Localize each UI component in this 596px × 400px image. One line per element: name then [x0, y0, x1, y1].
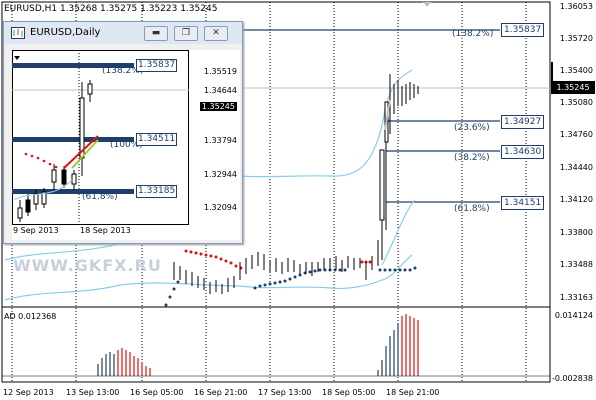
window-titlebar[interactable]: EURUSD,Daily ▬ ❐ ✕ — [4, 22, 242, 44]
inset-date-label: 18 Sep 2013 — [80, 226, 131, 235]
ad-histogram-red — [117, 314, 419, 376]
fibo-price-box[interactable]: 1.34927 — [501, 115, 545, 129]
fibo-pct-label: (138.2%) — [452, 29, 494, 39]
date-axis-label: 17 Sep 13:00 — [258, 388, 312, 397]
date-axis-label: 13 Sep 13:00 — [66, 388, 120, 397]
fibo-price-box[interactable]: 1.34630 — [501, 145, 545, 159]
price-axis-label: 1.33800 — [559, 228, 593, 237]
inset-fibo-box[interactable]: 1.35837 — [136, 59, 178, 72]
inset-current-price: 1.35245 — [199, 102, 237, 111]
ad-scale-bottom: -0.002838 — [551, 374, 593, 383]
fibo-pct-label: (23.6%) — [454, 123, 490, 133]
minimize-button[interactable]: ▬ — [144, 26, 168, 41]
inset-price-label: 1.32094 — [203, 203, 237, 212]
ad-indicator-label: AD 0.012368 — [4, 312, 57, 321]
inset-chart-window[interactable]: EURUSD,Daily ▬ ❐ ✕ — [3, 21, 243, 244]
fibo-pct-label: (38.2%) — [454, 153, 490, 163]
fibo-price-box[interactable]: 1.34151 — [501, 196, 545, 210]
inset-price-label: 1.32944 — [203, 170, 237, 179]
sar-red-dots — [184, 249, 372, 270]
fibo-price-box[interactable]: 1.35837 — [501, 23, 545, 37]
date-axis-label: 18 Sep 05:00 — [322, 388, 376, 397]
inset-price-label: 1.34644 — [203, 86, 237, 95]
inset-price-label: 1.33794 — [203, 136, 237, 145]
current-price-label: 1.35245 — [551, 81, 595, 94]
date-axis-label: 18 Sep 21:00 — [386, 388, 440, 397]
candles — [173, 74, 419, 294]
date-axis-label: 16 Sep 21:00 — [194, 388, 248, 397]
inset-fibo-pct: (138.2%) — [102, 66, 144, 76]
price-axis-label: 1.33488 — [559, 260, 593, 269]
date-axis-label: 16 Sep 05:00 — [130, 388, 184, 397]
ad-histogram-blue — [97, 324, 399, 376]
watermark: WWW.GKFX.RU — [13, 256, 162, 275]
sar-blue-dots — [164, 266, 417, 307]
price-axis-label: 1.33163 — [559, 293, 593, 302]
price-axis-label: 1.35720 — [559, 34, 593, 43]
inset-fibo-pct: (61.8%) — [82, 192, 118, 202]
price-axis-label: 1.35400 — [559, 66, 593, 75]
inset-date-label: 9 Sep 2013 — [13, 226, 59, 235]
price-axis-label: 1.35080 — [559, 98, 593, 107]
inset-price-label: 1.35519 — [203, 67, 237, 76]
restore-button[interactable]: ❐ — [174, 26, 198, 41]
inset-chart-canvas[interactable]: 1.35519 1.35245 1.34644 1.33794 1.32944 … — [12, 50, 240, 240]
inset-fibo-box[interactable]: 1.34511 — [136, 133, 178, 146]
fibo-lines — [240, 29, 500, 203]
inset-fibo-box[interactable]: 1.33185 — [136, 185, 178, 198]
close-button[interactable]: ✕ — [204, 26, 228, 41]
date-axis-label: 12 Sep 2013 — [3, 388, 54, 397]
inset-fibo-pct: (100%) — [110, 140, 143, 150]
price-axis-label: 1.34760 — [559, 130, 593, 139]
ad-scale-top: 0.014124 — [554, 311, 593, 320]
chart-window-icon — [11, 27, 25, 39]
inset-chart-drawing — [12, 50, 189, 225]
price-axis-label: 1.34440 — [559, 163, 593, 172]
price-axis-label: 1.34120 — [559, 195, 593, 204]
window-title: EURUSD,Daily — [30, 27, 101, 38]
price-axis-label: 1.36053 — [559, 2, 593, 11]
chart-title: EURUSD,H1 1.35268 1.35275 1.35223 1.3524… — [4, 4, 218, 14]
fibo-pct-label: (61.8%) — [454, 204, 490, 214]
